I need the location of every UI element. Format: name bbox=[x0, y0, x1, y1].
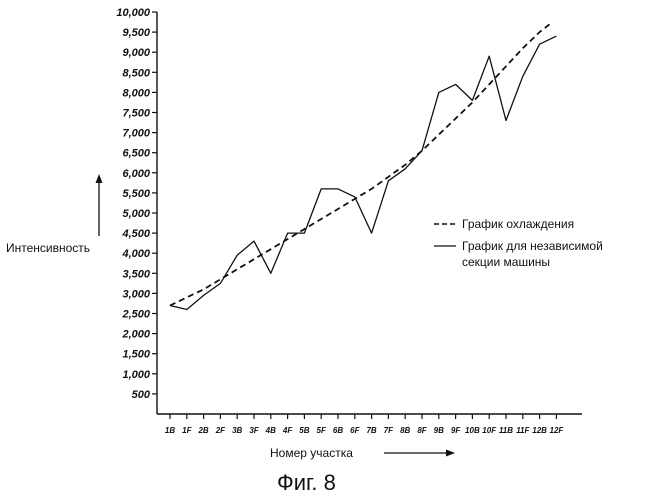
y-tick-label: 1,500 bbox=[122, 349, 150, 361]
y-axis-arrow-icon bbox=[96, 174, 103, 236]
x-tick-label: 7B bbox=[366, 426, 376, 435]
y-tick-label: 3,500 bbox=[122, 268, 150, 280]
y-tick-label: 8,000 bbox=[122, 87, 150, 99]
x-tick-label: 1F bbox=[182, 426, 192, 435]
figure-caption: Фиг. 8 bbox=[277, 470, 336, 495]
y-tick-label: 6,000 bbox=[122, 168, 150, 180]
x-tick-label: 8F bbox=[417, 426, 427, 435]
x-tick-label: 1B bbox=[165, 426, 175, 435]
legend-label-section-line2: секции машины bbox=[462, 255, 550, 269]
y-tick-label: 2,000 bbox=[121, 329, 150, 341]
x-tick-label: 2F bbox=[215, 426, 226, 435]
y-tick-label: 8,500 bbox=[122, 67, 150, 79]
x-tick-label: 9B bbox=[434, 426, 444, 435]
x-axis-arrow-icon bbox=[384, 450, 455, 457]
x-tick-label: 5F bbox=[317, 426, 327, 435]
x-tick-label: 12F bbox=[550, 426, 565, 435]
x-tick-label: 3B bbox=[232, 426, 242, 435]
y-axis-ticks: 10,000 9,500 9,000 8,500 8,000 7,500 7,000 6,50… bbox=[116, 7, 157, 401]
x-tick-label: 12B bbox=[532, 426, 547, 435]
y-tick-label: 4,500 bbox=[121, 228, 150, 240]
x-tick-label: 5B bbox=[299, 426, 309, 435]
y-tick-label: 7,500 bbox=[122, 108, 150, 120]
x-tick-label: 4F bbox=[282, 426, 293, 435]
x-axis-label: Номер участка bbox=[270, 446, 353, 460]
x-tick-label: 11B bbox=[499, 426, 513, 435]
y-tick-label: 3,000 bbox=[122, 288, 150, 300]
x-tick-label: 11F bbox=[516, 426, 530, 435]
x-tick-label: 10B bbox=[465, 426, 480, 435]
y-tick-label: 1,000 bbox=[122, 369, 150, 381]
y-axis-label: Интенсивность bbox=[6, 241, 90, 255]
legend-label-cooling: График охлаждения bbox=[462, 217, 574, 231]
x-tick-label: 8B bbox=[400, 426, 410, 435]
x-tick-label: 6F bbox=[350, 426, 360, 435]
y-tick-label: 4,000 bbox=[121, 248, 150, 260]
legend-label-section-line1: График для независимой bbox=[462, 239, 603, 253]
x-tick-label: 2B bbox=[197, 426, 208, 435]
y-tick-label: 5,500 bbox=[122, 188, 150, 200]
y-tick-label: 5,000 bbox=[122, 208, 150, 220]
x-axis-ticks: 1B1F2B2F3B3F4B4F5B5F6B6F7B7F8B8F9B9F10B1… bbox=[165, 414, 565, 435]
legend: График охлаждения График для независимой… bbox=[434, 217, 603, 269]
axes bbox=[157, 12, 582, 414]
y-tick-label: 7,000 bbox=[122, 128, 150, 140]
y-tick-label: 9,500 bbox=[122, 27, 150, 39]
y-tick-label: 2,500 bbox=[121, 309, 150, 321]
x-tick-label: 7F bbox=[384, 426, 394, 435]
x-tick-label: 9F bbox=[451, 426, 461, 435]
y-tick-label: 6,500 bbox=[122, 148, 150, 160]
x-tick-label: 10F bbox=[482, 426, 497, 435]
x-tick-label: 3F bbox=[249, 426, 259, 435]
y-tick-label: 10,000 bbox=[116, 7, 151, 19]
x-tick-label: 6B bbox=[333, 426, 343, 435]
y-tick-label: 9,000 bbox=[122, 47, 150, 59]
y-tick-label: 500 bbox=[132, 389, 151, 401]
x-tick-label: 4B bbox=[265, 426, 276, 435]
